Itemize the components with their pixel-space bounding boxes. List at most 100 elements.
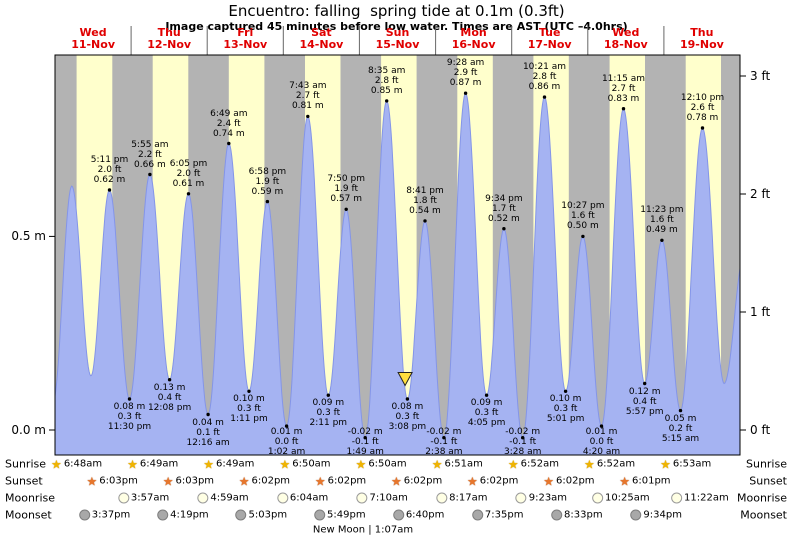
almanac-moonrise-entry: 11:22am [671,492,729,504]
almanac-sunset-entry: ★ 6:02pm [238,474,290,488]
almanac-time: 6:48am [63,458,103,470]
day-header-16-Nov: Mon 16-Nov [451,26,496,51]
almanac-sunrise-entry: ★ 6:49am [127,457,178,471]
moonrise-icon [276,492,288,504]
day-header-14-Nov: Sat 14-Nov [299,26,344,51]
tide-extreme-dot [306,114,310,119]
moonset-icon [471,509,483,521]
moonset-icon [630,509,642,521]
tide-extreme-dot [581,234,585,239]
almanac-time: 4:59am [210,492,249,504]
almanac-time: 5:03pm [248,509,288,521]
right-axis-label: 3 ft [750,69,771,83]
tide-extreme-dot [405,397,410,401]
moonset-icon [157,509,169,521]
tide-point-label: 0.01 m 0.0 ft 1:02 am [267,427,306,457]
tide-extreme-dot [344,207,348,211]
moonrise-icon [436,492,448,504]
tide-point-label: -0.02 m -0.1 ft 2:38 am [425,427,463,457]
almanac-moonrise-entry: 3:57am [117,492,169,504]
almanac-time: 5:49pm [327,509,366,521]
tide-point-label: -0.02 m -0.1 ft 3:28 am [504,427,542,457]
almanac-time: 9:34pm [643,509,682,521]
almanac-time: 6:03pm [175,475,215,487]
tide-point-label: 10:27 pm 1.6 ft 0.50 m [561,201,605,232]
almanac-sunrise-entry: ★ 6:51am [431,457,483,471]
tide-extreme-dot [599,424,604,428]
chart-title: Encuentro: falling spring tide at 0.1m (… [228,2,565,20]
tide-point-label: 7:50 pm 1.9 ft 0.57 m [327,174,365,205]
sunrise-star-icon: ★ [203,457,215,471]
almanac-label-sunrise-right: Sunrise [745,457,787,471]
moonrise-icon [671,492,683,504]
almanac-moonset-entry: 3:37pm [78,509,130,521]
moonrise-icon [197,492,209,504]
almanac-moonset-entry: 5:49pm [314,509,366,521]
sunrise-star-icon: ★ [51,457,62,471]
almanac-time: 6:50am [368,458,407,470]
tide-extreme-dot [484,393,489,397]
sunset-star-icon: ★ [314,474,326,488]
almanac-label-moonrise-right: Moonrise [737,491,787,505]
tide-point-label: 9:28 am 2.9 ft 0.87 m [446,58,485,89]
tide-extreme-dot [326,393,330,397]
tide-extreme-dot [127,397,132,401]
left-axis-label: 0.0 m [11,423,46,437]
tide-extreme-dot [678,408,683,413]
tide-point-label: 10:21 am 2.8 ft 0.86 m [522,62,567,93]
tide-extreme-dot [442,436,446,440]
almanac-time: 6:01pm [632,475,671,487]
almanac-time: 6:53am [672,458,712,470]
day-header-11-Nov: Wed 11-Nov [71,26,115,51]
tide-point-label: 0.12 m 0.4 ft 5:57 pm [625,386,664,417]
moonset-icon [235,509,247,521]
almanac-moonrise-entry: 7:10am [356,492,408,504]
day-header-18-Nov: Wed 18-Nov [603,26,648,51]
almanac-time: 6:49am [216,458,255,470]
almanac-sunrise-entry: ★ 6:49am [203,457,255,471]
tide-point-label: 0.10 m 0.3 ft 5:01 pm [546,394,585,425]
tide-point-label: 6:58 pm 1.9 ft 0.59 m [248,166,287,197]
tide-extreme-dot [621,107,626,111]
tide-point-label: 0.01 m 0.0 ft 4:20 am [582,427,621,457]
almanac-moonset-entry: 5:03pm [235,509,288,521]
tide-point-label: 0.09 m 0.3 ft 2:11 pm [309,398,348,429]
tide-point-label: 8:35 am 2.8 ft 0.85 m [368,65,406,96]
day-header-17-Nov: Tue 17-Nov [527,26,572,51]
tide-point-label: 6:05 pm 2.0 ft 0.61 m [169,158,208,189]
almanac-moonrise-entry: 6:04am [276,492,328,504]
almanac-time: 7:10am [369,492,408,504]
new-moon-note: New Moon | 1:07am [312,524,414,536]
tide-extreme-dot [542,95,547,99]
almanac-label-moonset-right: Moonset [740,508,787,522]
almanac-sunset-entry: ★ 6:03pm [162,474,215,488]
almanac-sunset-entry: ★ 6:02pm [391,475,442,487]
almanac-moonrise-entry: 8:17am [436,492,488,504]
almanac-time: 6:02pm [556,475,595,487]
sunset-star-icon: ★ [162,474,174,488]
almanac-moonset-entry: 8:33pm [551,509,603,521]
sunset-star-icon: ★ [238,474,250,488]
almanac-time: 8:17am [449,492,488,504]
almanac-sunset-entry: ★ 6:02pm [543,474,595,488]
sunset-star-icon: ★ [467,474,478,488]
tide-point-label: 0.08 m 0.3 ft 11:30 pm [107,402,152,432]
tide-extreme-dot [700,126,705,130]
right-axis-label: 0 ft [750,423,771,437]
sunrise-star-icon: ★ [431,457,443,471]
day-header-12-Nov: Thu 12-Nov [147,26,192,51]
right-axis-label: 2 ft [750,187,771,201]
tide-point-label: 0.04 m 0.1 ft 12:16 am [186,417,230,448]
sunset-star-icon: ★ [543,474,554,488]
tide-extreme-dot [247,389,251,393]
tide-point-label: 12:10 pm 2.6 ft 0.78 m [680,93,725,123]
tide-point-label: 11:15 am 2.7 ft 0.83 m [601,73,646,104]
almanac-time: 9:23am [528,492,568,504]
sunrise-star-icon: ★ [127,457,138,471]
tide-extreme-dot [167,378,172,382]
tide-extreme-dot [643,381,647,386]
moonset-icon [392,509,404,521]
moonset-icon [78,509,90,521]
sunset-star-icon: ★ [86,474,98,488]
